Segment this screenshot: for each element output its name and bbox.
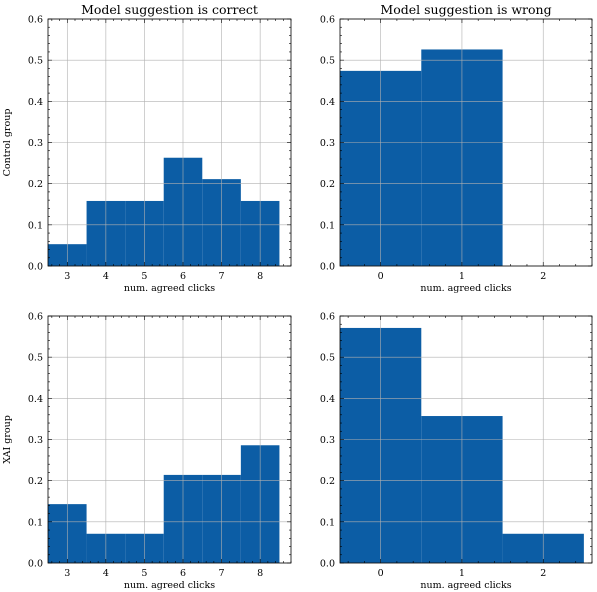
- x-tick-label: 8: [257, 271, 263, 282]
- y-tick-label: 0.1: [320, 517, 335, 528]
- y-axis-label: XAI group: [2, 415, 13, 464]
- x-tick-label: 5: [141, 271, 147, 282]
- x-tick-label: 6: [180, 271, 186, 282]
- y-tick-label: 0.2: [320, 476, 335, 487]
- x-axis-label: num. agreed clicks: [420, 580, 511, 591]
- y-tick-label: 0.2: [320, 179, 335, 190]
- y-tick-label: 0.0: [28, 559, 43, 570]
- x-tick-label: 7: [219, 271, 225, 282]
- x-tick-label: 0: [378, 271, 384, 282]
- x-tick-label: 2: [540, 568, 546, 579]
- x-tick-label: 8: [257, 568, 263, 579]
- x-tick-label: 1: [459, 568, 465, 579]
- x-tick-label: 5: [141, 568, 147, 579]
- x-tick-label: 2: [540, 271, 546, 282]
- x-axis-label: num. agreed clicks: [124, 283, 215, 294]
- x-tick-label: 4: [103, 568, 109, 579]
- y-tick-label: 0.0: [28, 262, 43, 273]
- x-axis-label: num. agreed clicks: [124, 580, 215, 591]
- chart-title: Model suggestion is wrong: [380, 2, 551, 17]
- y-tick-label: 0.3: [320, 435, 335, 446]
- y-tick-label: 0.2: [28, 179, 43, 190]
- y-tick-label: 0.2: [28, 476, 43, 487]
- y-tick-label: 0.4: [28, 97, 43, 108]
- x-tick-label: 3: [64, 271, 70, 282]
- y-tick-label: 0.1: [28, 517, 43, 528]
- x-tick-label: 7: [219, 568, 225, 579]
- chart-panel-4: 0.0 0.1 0.2 0.3 0.4 0.5 0.6 0 1 2 num. agreed clic…: [320, 312, 592, 592]
- chart-title: Model suggestion is correct: [81, 2, 258, 17]
- y-tick-label: 0.4: [28, 394, 43, 405]
- y-tick-label: 0.3: [28, 435, 43, 446]
- y-tick-label: 0.4: [320, 97, 335, 108]
- chart-panel-3: 0.0 0.1 0.2 0.3 0.4 0.5 0.6 3 4 5 6 7 8 num. agreed c…: [2, 312, 291, 592]
- y-tick-label: 0.6: [28, 312, 43, 323]
- x-tick-label: 1: [459, 271, 465, 282]
- y-tick-label: 0.6: [320, 312, 335, 323]
- x-axis-label: num. agreed clicks: [420, 283, 511, 294]
- y-tick-label: 0.4: [320, 394, 335, 405]
- y-tick-label: 0.0: [320, 559, 335, 570]
- x-tick-label: 0: [378, 568, 384, 579]
- y-tick-label: 0.1: [320, 220, 335, 231]
- y-tick-label: 0.5: [28, 353, 43, 364]
- y-tick-label: 0.6: [28, 15, 43, 26]
- chart-panel-1: 0.0 0.1 0.2 0.3 0.4 0.5 0.6 3 4 5 6 7 8 num. agreed c…: [2, 2, 291, 294]
- y-tick-label: 0.0: [320, 262, 335, 273]
- y-tick-label: 0.5: [320, 353, 335, 364]
- chart-panel-2: 0.0 0.1 0.2 0.3 0.4 0.5 0.6 0 1 2 num. agreed clic…: [320, 2, 592, 294]
- y-tick-label: 0.5: [320, 56, 335, 67]
- y-tick-label: 0.5: [28, 56, 43, 67]
- x-tick-label: 4: [103, 271, 109, 282]
- y-tick-label: 0.3: [320, 138, 335, 149]
- y-axis-label: Control group: [2, 109, 13, 177]
- x-tick-label: 6: [180, 568, 186, 579]
- x-tick-label: 3: [64, 568, 70, 579]
- y-tick-label: 0.1: [28, 220, 43, 231]
- y-tick-label: 0.3: [28, 138, 43, 149]
- y-tick-label: 0.6: [320, 15, 335, 26]
